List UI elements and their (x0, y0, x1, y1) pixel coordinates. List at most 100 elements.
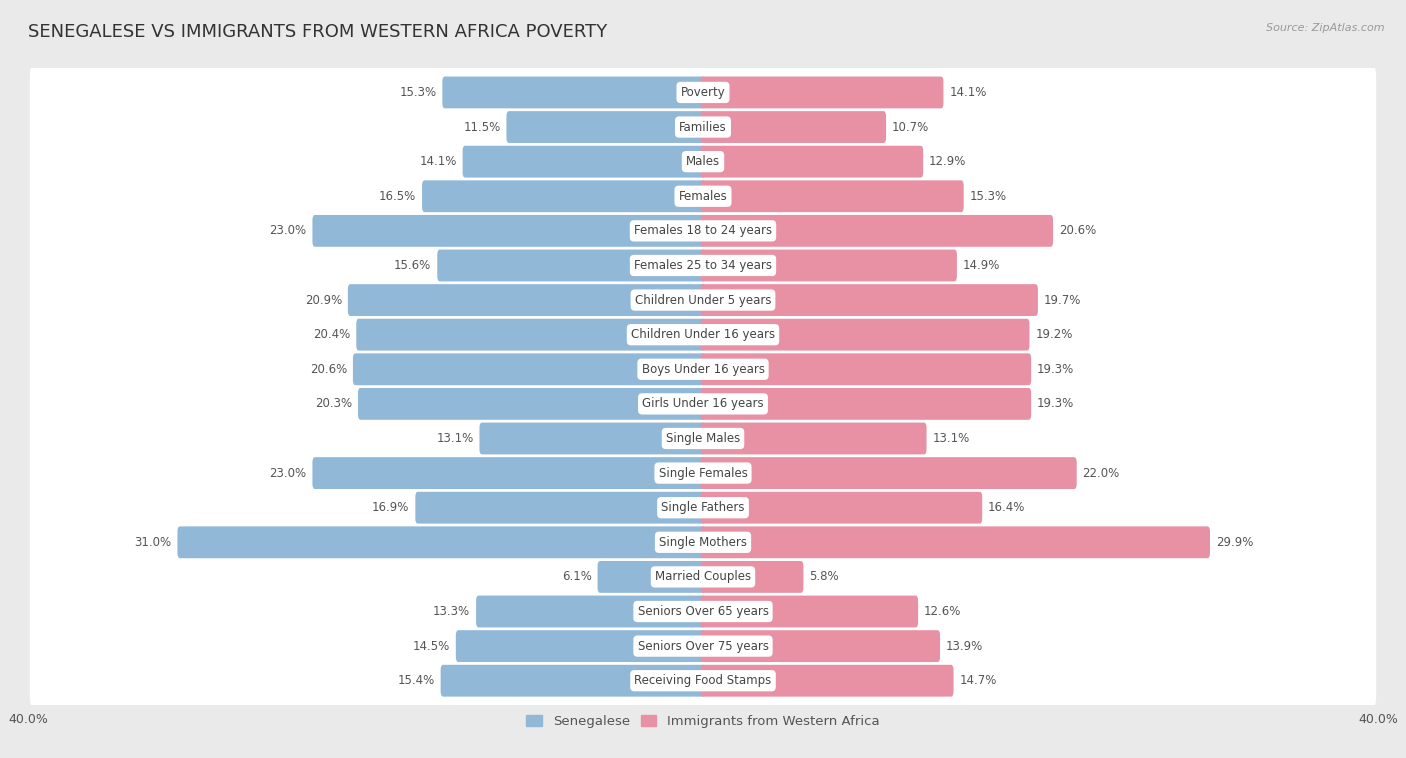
FancyBboxPatch shape (30, 168, 1376, 225)
FancyBboxPatch shape (700, 388, 1031, 420)
Text: Females: Females (679, 190, 727, 202)
FancyBboxPatch shape (506, 111, 706, 143)
Text: 14.1%: 14.1% (419, 155, 457, 168)
FancyBboxPatch shape (30, 236, 1376, 295)
FancyBboxPatch shape (700, 492, 983, 524)
FancyBboxPatch shape (700, 249, 957, 281)
Text: 15.4%: 15.4% (398, 674, 434, 688)
Text: 14.5%: 14.5% (413, 640, 450, 653)
Text: 19.7%: 19.7% (1043, 293, 1081, 306)
Text: 19.3%: 19.3% (1038, 397, 1074, 410)
FancyBboxPatch shape (30, 98, 1376, 156)
FancyBboxPatch shape (312, 457, 706, 489)
Text: 14.9%: 14.9% (963, 259, 1000, 272)
FancyBboxPatch shape (30, 305, 1376, 364)
FancyBboxPatch shape (422, 180, 706, 212)
FancyBboxPatch shape (30, 652, 1376, 709)
FancyBboxPatch shape (30, 64, 1376, 121)
FancyBboxPatch shape (30, 478, 1376, 537)
FancyBboxPatch shape (598, 561, 706, 593)
Text: 29.9%: 29.9% (1216, 536, 1253, 549)
Text: 15.3%: 15.3% (970, 190, 1007, 202)
Text: 15.6%: 15.6% (394, 259, 432, 272)
Text: 14.7%: 14.7% (959, 674, 997, 688)
Text: 22.0%: 22.0% (1083, 467, 1119, 480)
FancyBboxPatch shape (463, 146, 706, 177)
FancyBboxPatch shape (700, 596, 918, 628)
Text: 13.3%: 13.3% (433, 605, 470, 618)
Text: Single Males: Single Males (666, 432, 740, 445)
Text: SENEGALESE VS IMMIGRANTS FROM WESTERN AFRICA POVERTY: SENEGALESE VS IMMIGRANTS FROM WESTERN AF… (28, 23, 607, 41)
Text: 20.3%: 20.3% (315, 397, 352, 410)
Text: 16.4%: 16.4% (988, 501, 1025, 514)
FancyBboxPatch shape (30, 513, 1376, 572)
Text: Children Under 5 years: Children Under 5 years (634, 293, 772, 306)
Text: 15.3%: 15.3% (399, 86, 436, 99)
Text: 20.4%: 20.4% (314, 328, 350, 341)
Text: 31.0%: 31.0% (135, 536, 172, 549)
FancyBboxPatch shape (437, 249, 706, 281)
Text: 20.9%: 20.9% (305, 293, 342, 306)
FancyBboxPatch shape (359, 388, 706, 420)
Text: Receiving Food Stamps: Receiving Food Stamps (634, 674, 772, 688)
Text: 16.9%: 16.9% (373, 501, 409, 514)
FancyBboxPatch shape (700, 665, 953, 697)
Text: 12.9%: 12.9% (929, 155, 966, 168)
FancyBboxPatch shape (353, 353, 706, 385)
Text: 23.0%: 23.0% (270, 467, 307, 480)
Text: Girls Under 16 years: Girls Under 16 years (643, 397, 763, 410)
Text: 14.1%: 14.1% (949, 86, 987, 99)
FancyBboxPatch shape (30, 444, 1376, 502)
Text: 10.7%: 10.7% (891, 121, 929, 133)
Text: Married Couples: Married Couples (655, 571, 751, 584)
Text: Seniors Over 75 years: Seniors Over 75 years (637, 640, 769, 653)
FancyBboxPatch shape (700, 180, 963, 212)
FancyBboxPatch shape (440, 665, 706, 697)
Text: Females 18 to 24 years: Females 18 to 24 years (634, 224, 772, 237)
FancyBboxPatch shape (30, 374, 1376, 433)
Text: 20.6%: 20.6% (1059, 224, 1097, 237)
Text: Single Mothers: Single Mothers (659, 536, 747, 549)
FancyBboxPatch shape (700, 146, 924, 177)
FancyBboxPatch shape (700, 319, 1029, 351)
FancyBboxPatch shape (30, 548, 1376, 606)
Text: 19.3%: 19.3% (1038, 363, 1074, 376)
Text: 11.5%: 11.5% (464, 121, 501, 133)
Text: 13.1%: 13.1% (436, 432, 474, 445)
FancyBboxPatch shape (700, 353, 1031, 385)
Legend: Senegalese, Immigrants from Western Africa: Senegalese, Immigrants from Western Afri… (522, 709, 884, 733)
FancyBboxPatch shape (700, 111, 886, 143)
Text: Families: Families (679, 121, 727, 133)
Text: Males: Males (686, 155, 720, 168)
Text: 13.1%: 13.1% (932, 432, 970, 445)
FancyBboxPatch shape (456, 630, 706, 662)
FancyBboxPatch shape (700, 630, 941, 662)
FancyBboxPatch shape (30, 409, 1376, 468)
FancyBboxPatch shape (479, 422, 706, 454)
FancyBboxPatch shape (347, 284, 706, 316)
Text: Seniors Over 65 years: Seniors Over 65 years (637, 605, 769, 618)
Text: Single Females: Single Females (658, 467, 748, 480)
FancyBboxPatch shape (30, 271, 1376, 329)
FancyBboxPatch shape (30, 133, 1376, 191)
Text: 5.8%: 5.8% (810, 571, 839, 584)
FancyBboxPatch shape (477, 596, 706, 628)
Text: 12.6%: 12.6% (924, 605, 962, 618)
Text: 19.2%: 19.2% (1035, 328, 1073, 341)
Text: Females 25 to 34 years: Females 25 to 34 years (634, 259, 772, 272)
FancyBboxPatch shape (700, 215, 1053, 247)
Text: 13.9%: 13.9% (946, 640, 983, 653)
FancyBboxPatch shape (30, 617, 1376, 675)
FancyBboxPatch shape (700, 561, 803, 593)
FancyBboxPatch shape (356, 319, 706, 351)
FancyBboxPatch shape (30, 582, 1376, 641)
FancyBboxPatch shape (700, 422, 927, 454)
FancyBboxPatch shape (30, 340, 1376, 399)
FancyBboxPatch shape (177, 526, 706, 558)
FancyBboxPatch shape (700, 526, 1211, 558)
Text: Poverty: Poverty (681, 86, 725, 99)
Text: 6.1%: 6.1% (562, 571, 592, 584)
Text: Children Under 16 years: Children Under 16 years (631, 328, 775, 341)
FancyBboxPatch shape (443, 77, 706, 108)
Text: 16.5%: 16.5% (380, 190, 416, 202)
